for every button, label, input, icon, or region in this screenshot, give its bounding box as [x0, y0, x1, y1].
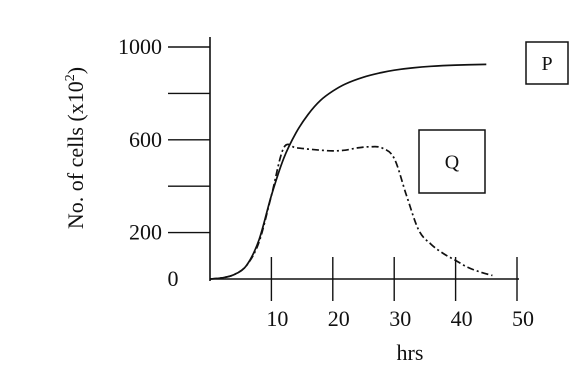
y-axis-title-main: No. of cells (x10 [63, 81, 88, 229]
series-label-box-p [525, 41, 569, 85]
x-tick-label-50: 50 [512, 306, 534, 331]
y-axis-title-suffix: ) [63, 67, 88, 74]
x-axis-title: hrs [397, 340, 424, 365]
x-tick-label-40: 40 [451, 306, 473, 331]
y-tick-label-200: 200 [129, 220, 162, 245]
y-origin-label: 0 [168, 266, 179, 291]
series-line-q [209, 143, 493, 280]
axes-layer [168, 37, 519, 301]
label-layer: 200 600 1000 0 10 20 30 40 50 hrs No. of cells (x1… [63, 34, 569, 365]
y-tick-label-1000: 1000 [118, 34, 162, 59]
x-tick-label-30: 30 [389, 306, 411, 331]
y-axis-title: No. of cells (x102) [63, 67, 88, 229]
series-label-p: P [541, 53, 552, 75]
x-tick-label-20: 20 [328, 306, 350, 331]
series-label-box-q [418, 129, 486, 194]
y-tick-label-600: 600 [129, 127, 162, 152]
x-tick-label-10: 10 [266, 306, 288, 331]
y-axis-title-superscript: 2 [63, 74, 78, 81]
series-layer [209, 63, 493, 280]
series-label-q: Q [445, 152, 460, 174]
